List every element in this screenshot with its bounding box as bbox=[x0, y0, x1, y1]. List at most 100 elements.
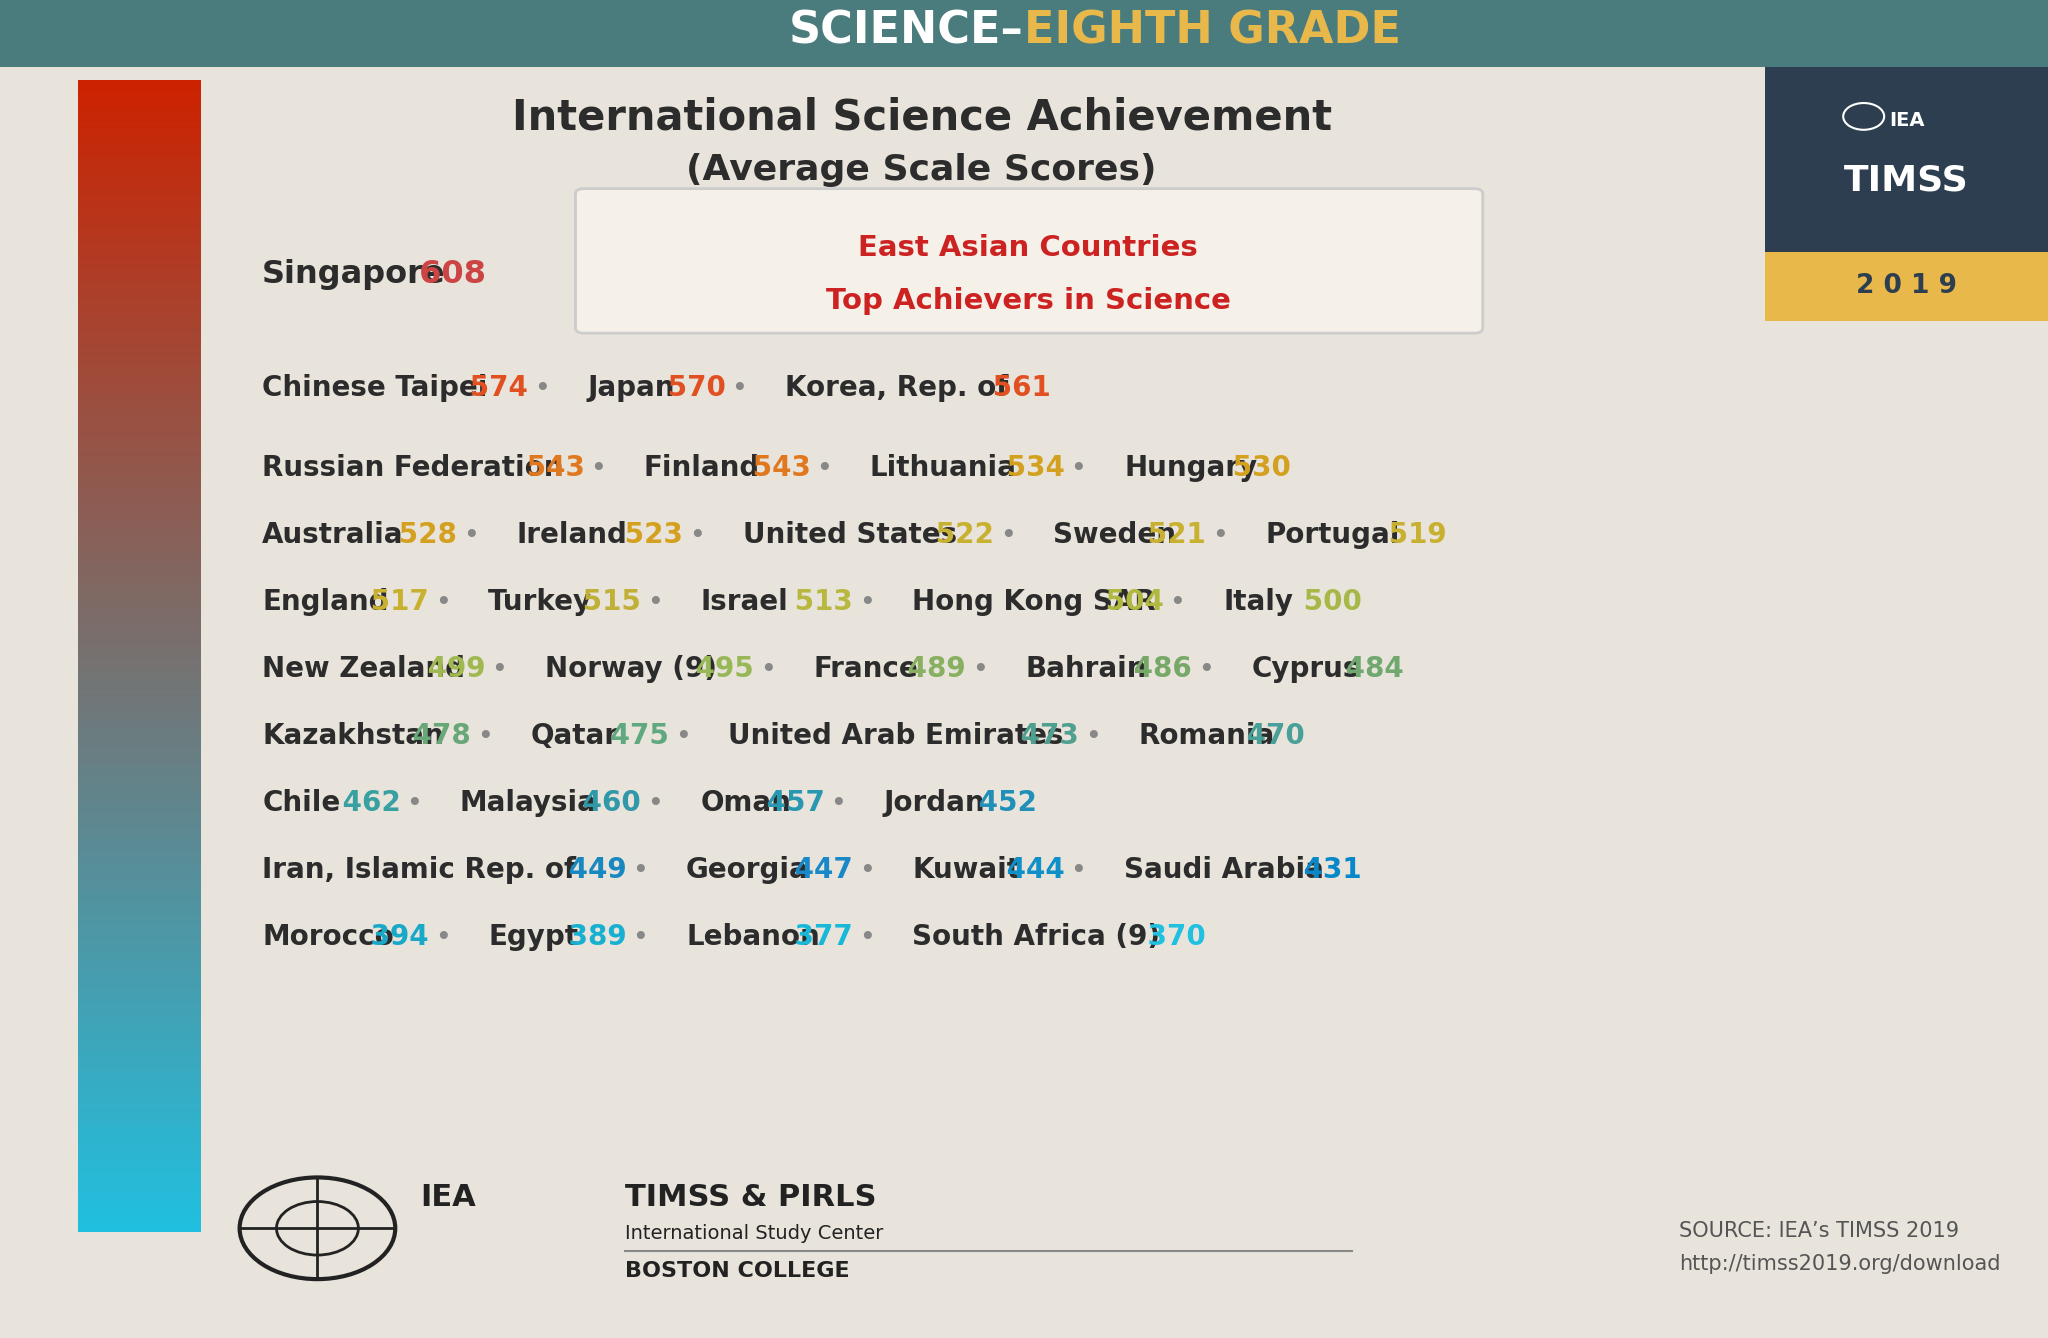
Bar bbox=[78, 401, 201, 407]
Bar bbox=[78, 321, 201, 326]
Bar bbox=[78, 993, 201, 998]
Bar bbox=[78, 1161, 201, 1167]
Bar bbox=[78, 1173, 201, 1177]
Text: Norway (9): Norway (9) bbox=[545, 656, 717, 682]
Text: Finland: Finland bbox=[643, 455, 760, 482]
Text: 452: 452 bbox=[969, 789, 1036, 816]
Bar bbox=[78, 755, 201, 760]
Bar bbox=[78, 689, 201, 694]
Text: Chinese Taipei: Chinese Taipei bbox=[262, 375, 487, 401]
Bar bbox=[78, 1016, 201, 1021]
Bar bbox=[78, 199, 201, 203]
Bar bbox=[78, 444, 201, 450]
Text: •: • bbox=[1194, 522, 1247, 549]
Text: Kuwait: Kuwait bbox=[911, 856, 1020, 883]
Bar bbox=[78, 541, 201, 545]
Bar bbox=[78, 1188, 201, 1193]
Bar bbox=[78, 226, 201, 230]
Bar bbox=[78, 1077, 201, 1082]
Bar bbox=[78, 835, 201, 840]
Bar bbox=[78, 1116, 201, 1120]
Bar bbox=[78, 954, 201, 959]
Text: 608: 608 bbox=[408, 258, 487, 290]
Bar bbox=[78, 1180, 201, 1185]
Bar bbox=[78, 222, 201, 226]
Bar bbox=[78, 921, 201, 925]
Text: Egypt: Egypt bbox=[487, 923, 578, 950]
Bar bbox=[78, 644, 201, 649]
Text: •: • bbox=[461, 723, 512, 749]
Bar bbox=[78, 950, 201, 955]
Bar bbox=[78, 179, 201, 185]
Bar bbox=[78, 290, 201, 296]
Text: •: • bbox=[842, 923, 893, 950]
Text: Georgia: Georgia bbox=[686, 856, 809, 883]
Bar bbox=[78, 559, 201, 565]
Bar bbox=[78, 114, 201, 119]
Bar bbox=[78, 617, 201, 622]
Bar bbox=[78, 206, 201, 211]
Bar bbox=[78, 1223, 201, 1228]
Bar bbox=[78, 777, 201, 783]
Bar bbox=[78, 625, 201, 629]
Bar bbox=[78, 713, 201, 717]
Text: 370: 370 bbox=[1139, 923, 1206, 950]
Bar bbox=[78, 882, 201, 886]
Bar bbox=[78, 175, 201, 181]
Bar bbox=[78, 717, 201, 721]
Bar bbox=[78, 1151, 201, 1155]
Bar bbox=[78, 851, 201, 856]
Text: Russian Federation: Russian Federation bbox=[262, 455, 563, 482]
Text: France: France bbox=[813, 656, 918, 682]
Bar bbox=[78, 95, 201, 100]
Bar bbox=[78, 379, 201, 384]
Bar bbox=[78, 1104, 201, 1109]
Bar bbox=[78, 1219, 201, 1224]
Bar bbox=[78, 1112, 201, 1116]
Bar bbox=[78, 456, 201, 460]
Bar bbox=[78, 479, 201, 483]
Bar bbox=[78, 149, 201, 154]
Bar bbox=[78, 1157, 201, 1163]
Bar bbox=[78, 648, 201, 653]
Bar bbox=[78, 605, 201, 610]
Bar bbox=[78, 448, 201, 454]
Bar bbox=[78, 317, 201, 322]
Bar bbox=[78, 253, 201, 257]
Bar bbox=[78, 1008, 201, 1013]
Bar bbox=[78, 298, 201, 304]
Bar bbox=[78, 310, 201, 314]
Text: http://timss2019.org/download: http://timss2019.org/download bbox=[1679, 1255, 2001, 1274]
Text: Lebanon: Lebanon bbox=[686, 923, 819, 950]
Bar bbox=[78, 974, 201, 978]
Text: 523: 523 bbox=[614, 522, 684, 549]
Bar bbox=[78, 931, 201, 937]
Bar bbox=[78, 134, 201, 138]
Bar bbox=[78, 1089, 201, 1093]
Bar bbox=[78, 775, 201, 779]
Bar bbox=[78, 80, 201, 84]
Text: 500: 500 bbox=[1294, 589, 1362, 615]
Text: Oman: Oman bbox=[700, 789, 791, 816]
Text: Turkey: Turkey bbox=[487, 589, 592, 615]
Bar bbox=[78, 1005, 201, 1009]
Text: 431: 431 bbox=[1294, 856, 1362, 883]
Bar bbox=[78, 99, 201, 104]
Text: 460: 460 bbox=[573, 789, 641, 816]
Bar bbox=[78, 1069, 201, 1074]
Text: TIMSS & PIRLS: TIMSS & PIRLS bbox=[625, 1183, 877, 1212]
Bar bbox=[78, 516, 201, 522]
Bar bbox=[78, 917, 201, 921]
Bar bbox=[78, 1204, 201, 1208]
Bar bbox=[78, 751, 201, 756]
Text: Iran, Islamic Rep. of: Iran, Islamic Rep. of bbox=[262, 856, 575, 883]
Bar bbox=[78, 613, 201, 618]
Text: Romania: Romania bbox=[1139, 723, 1274, 749]
Bar bbox=[78, 804, 201, 809]
Bar bbox=[78, 421, 201, 425]
Bar bbox=[78, 670, 201, 676]
Text: •: • bbox=[743, 656, 795, 682]
Bar bbox=[78, 272, 201, 277]
Bar bbox=[78, 759, 201, 764]
Text: •: • bbox=[842, 589, 893, 615]
